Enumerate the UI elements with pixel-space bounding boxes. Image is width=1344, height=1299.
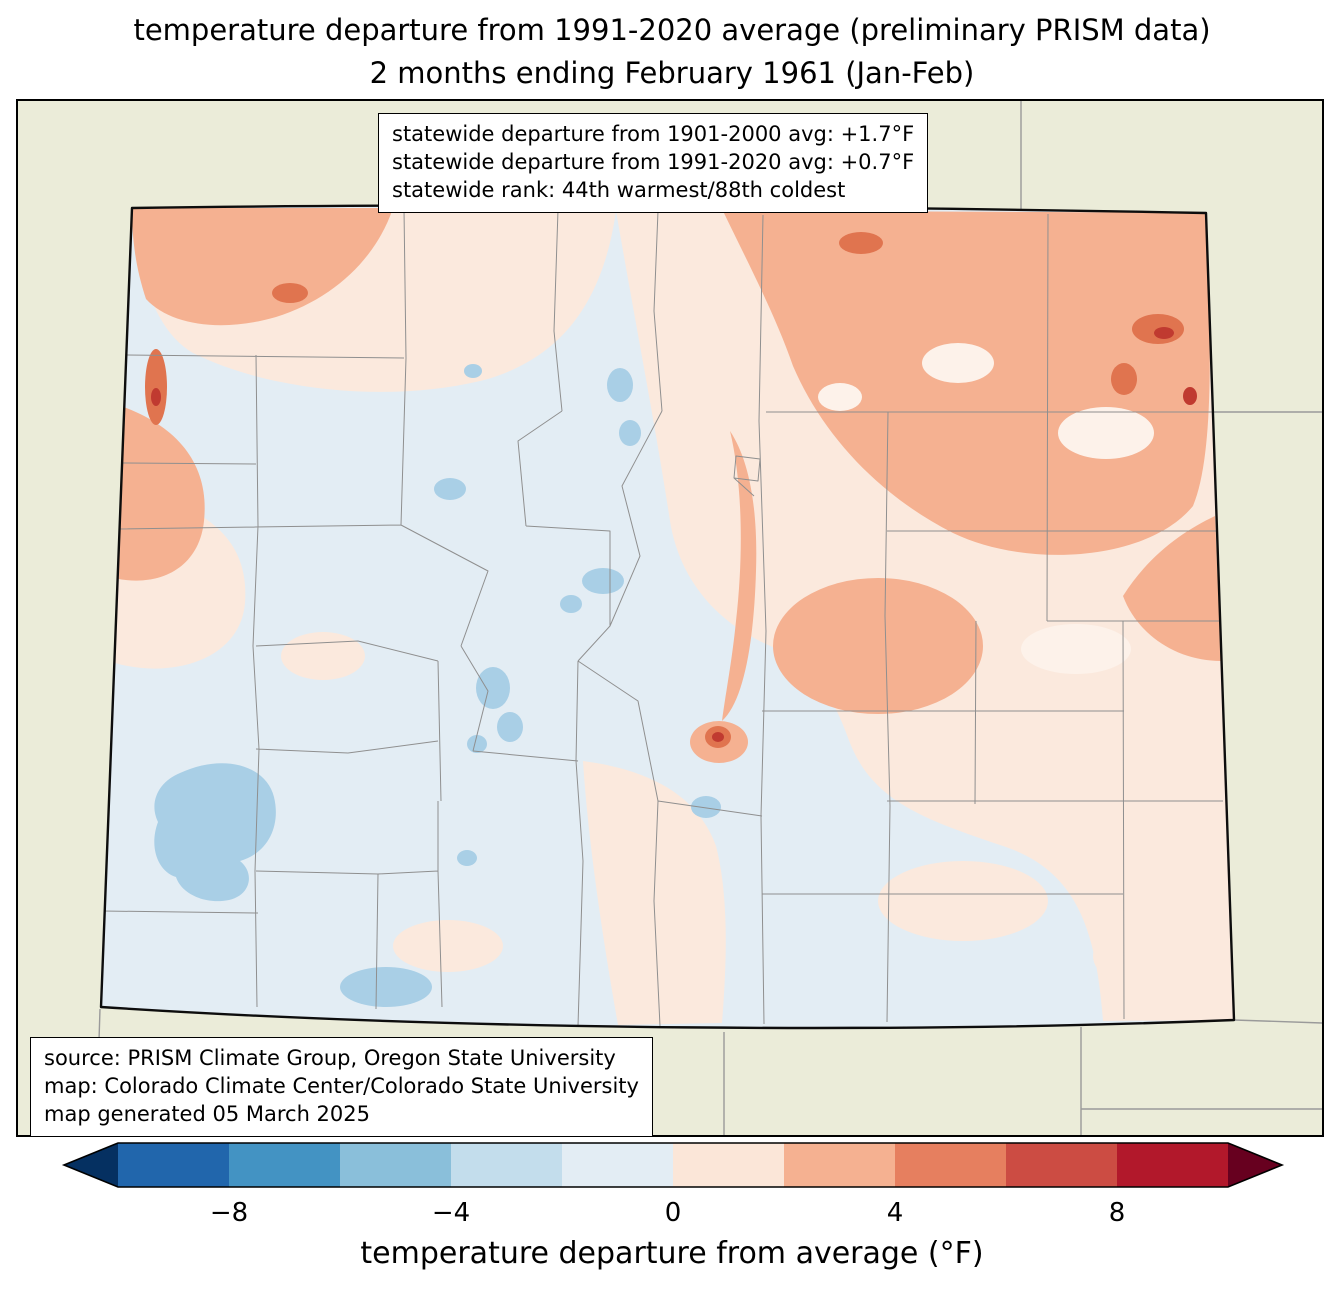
colorbar-tick-labels: −8 −4 0 4 8 bbox=[0, 1198, 1344, 1232]
colorbar-tick: 0 bbox=[664, 1198, 682, 1228]
intense-warm-spots bbox=[151, 327, 1197, 742]
colorbar-tick: −4 bbox=[431, 1198, 471, 1228]
map-credit-line: map: Colorado Climate Center/Colorado St… bbox=[44, 1073, 639, 1098]
colorbar bbox=[0, 1142, 1344, 1190]
colorbar-tick: 4 bbox=[886, 1198, 904, 1228]
colorbar-segments bbox=[118, 1143, 1229, 1187]
colorbar-over-arrow bbox=[1228, 1143, 1282, 1187]
figure-title-line2: 2 months ending February 1961 (Jan-Feb) bbox=[369, 56, 975, 90]
colorbar-under-arrow bbox=[64, 1143, 118, 1187]
colorbar-svg bbox=[61, 1142, 1285, 1188]
stats-box: statewide departure from 1901-2000 avg: … bbox=[378, 113, 929, 213]
colorbar-tick: −8 bbox=[209, 1198, 249, 1228]
figure-title-line1: temperature departure from 1991-2020 ave… bbox=[133, 13, 1211, 47]
source-box: source: PRISM Climate Group, Oregon Stat… bbox=[30, 1037, 653, 1137]
neighbor-state-borders bbox=[95, 101, 1322, 1135]
cool-regions bbox=[154, 364, 721, 1007]
temperature-field bbox=[101, 205, 1234, 1028]
colorbar-outline bbox=[61, 1142, 1285, 1188]
colorbar-tick: 8 bbox=[1108, 1198, 1126, 1228]
near-normal-warm-spots bbox=[818, 343, 1154, 674]
county-boundaries bbox=[102, 208, 1223, 1027]
map-canvas: statewide departure from 1901-2000 avg: … bbox=[16, 99, 1324, 1137]
map-generated-line: map generated 05 March 2025 bbox=[44, 1101, 371, 1126]
stat-rank: statewide rank: 44th warmest/88th coldes… bbox=[392, 177, 846, 202]
source-line: source: PRISM Climate Group, Oregon Stat… bbox=[44, 1046, 616, 1070]
colorado-map-svg bbox=[95, 101, 1322, 1135]
colorbar-label: temperature departure from average (°F) bbox=[360, 1236, 984, 1271]
stat-departure-1991-2020: statewide departure from 1991-2020 avg: … bbox=[392, 149, 915, 174]
warm-regions bbox=[112, 208, 1221, 763]
stat-departure-1901-2000: statewide departure from 1901-2000 avg: … bbox=[392, 122, 915, 146]
